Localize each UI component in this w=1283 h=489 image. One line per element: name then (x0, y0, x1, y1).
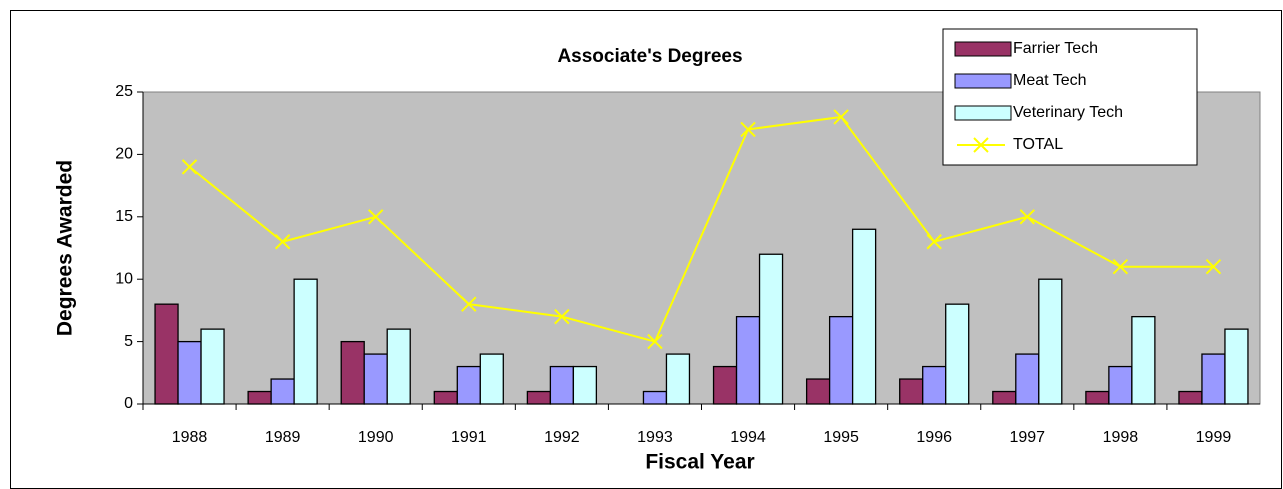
bar (1085, 390, 1110, 405)
marker (274, 234, 291, 250)
bar (1131, 315, 1156, 405)
bar (177, 340, 202, 405)
x-tick-label: 1992 (544, 429, 580, 446)
marker (740, 121, 756, 138)
marker (1205, 259, 1222, 275)
x-tick-label: 1997 (1009, 429, 1045, 446)
legend-label: Meat Tech (1013, 72, 1087, 89)
legend-label: Veterinary Tech (1013, 104, 1123, 121)
y-tick-label: 25 (115, 83, 133, 100)
bar (572, 365, 598, 405)
bar (526, 390, 552, 405)
bar (1224, 328, 1249, 405)
bar (922, 365, 947, 405)
bar (851, 228, 877, 405)
x-tick-label: 1998 (1103, 429, 1139, 446)
bar (1108, 365, 1133, 405)
bar (154, 303, 179, 405)
x-tick-label: 1990 (358, 429, 394, 446)
marker (833, 109, 849, 125)
y-tick-label: 15 (115, 208, 133, 225)
legend-label: Farrier Tech (1013, 40, 1098, 57)
bar (642, 390, 668, 405)
x-tick-label: 1996 (916, 429, 952, 446)
chart-title: Associate's Degrees (557, 46, 742, 67)
bar (270, 378, 295, 405)
y-tick-label: 20 (115, 146, 133, 163)
bar (828, 315, 854, 405)
marker (461, 296, 477, 312)
y-tick-label: 10 (115, 270, 133, 287)
legend-swatch (954, 73, 1012, 89)
bar (899, 378, 924, 405)
bar (1178, 390, 1203, 405)
marker (181, 159, 198, 175)
bar (665, 353, 691, 405)
bar (200, 328, 225, 405)
bar (805, 378, 831, 405)
x-tick-label: 1989 (265, 429, 301, 446)
line (188, 115, 1214, 343)
legend-marker (973, 137, 989, 153)
bar (433, 390, 458, 405)
bar (735, 315, 761, 405)
bar (712, 365, 738, 405)
x-axis-title: Fiscal Year (645, 451, 754, 474)
bar (1038, 278, 1063, 405)
y-axis-title: Degrees Awarded (54, 160, 77, 336)
marker (647, 333, 663, 350)
bar (363, 353, 388, 405)
bar (456, 365, 481, 405)
x-tick-label: 1988 (172, 429, 208, 446)
bar (549, 365, 575, 405)
legend-swatch (954, 41, 1012, 57)
bar (1201, 353, 1226, 405)
bar (945, 303, 970, 405)
marker (1112, 259, 1129, 275)
y-tick-label: 0 (124, 395, 133, 412)
bar (386, 328, 411, 405)
bar (247, 390, 272, 405)
marker (1019, 209, 1035, 225)
bar (1015, 353, 1040, 405)
x-tick-label: 1994 (730, 429, 766, 446)
bar (758, 253, 784, 405)
marker (554, 308, 570, 325)
x-tick-label: 1999 (1196, 429, 1232, 446)
x-tick-label: 1995 (823, 429, 859, 446)
legend-label: TOTAL (1013, 136, 1063, 153)
y-tick-label: 5 (124, 333, 133, 350)
marker (926, 234, 942, 250)
bar (293, 278, 318, 405)
x-tick-label: 1991 (451, 429, 487, 446)
x-tick-label: 1993 (637, 429, 673, 446)
legend-swatch (954, 105, 1012, 121)
marker (368, 209, 384, 225)
bar (992, 390, 1017, 405)
bar (340, 340, 365, 405)
bar (479, 353, 504, 405)
